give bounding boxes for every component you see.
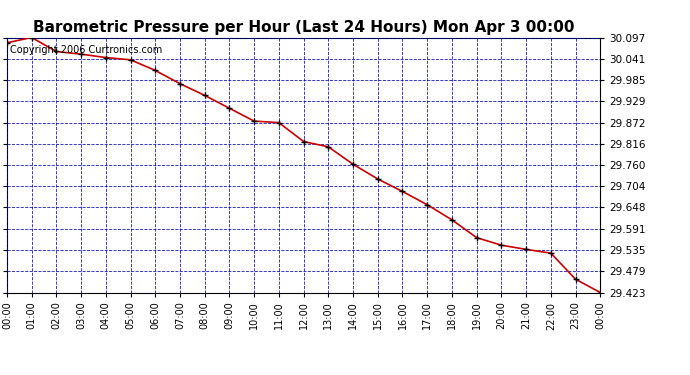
Text: Copyright 2006 Curtronics.com: Copyright 2006 Curtronics.com [10,45,162,55]
Title: Barometric Pressure per Hour (Last 24 Hours) Mon Apr 3 00:00: Barometric Pressure per Hour (Last 24 Ho… [33,20,574,35]
